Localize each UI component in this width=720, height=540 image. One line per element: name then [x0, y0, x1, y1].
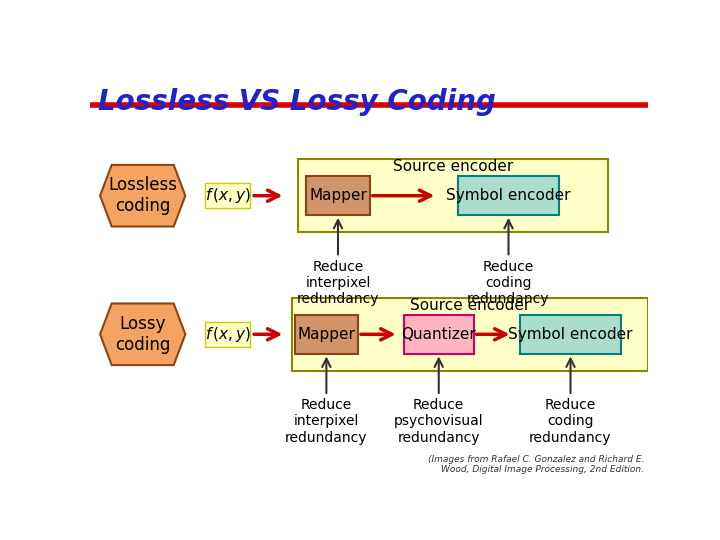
Text: $f\,(x, y)$: $f\,(x, y)$: [204, 186, 251, 205]
Text: Reduce
coding
redundancy: Reduce coding redundancy: [467, 260, 550, 306]
Text: Mapper: Mapper: [297, 327, 355, 342]
Bar: [294, 315, 358, 354]
Text: Lossless VS Lossy Coding: Lossless VS Lossy Coding: [98, 88, 495, 116]
Text: Quantizer: Quantizer: [401, 327, 476, 342]
Bar: [292, 298, 648, 371]
Bar: [205, 184, 251, 208]
Text: Reduce
psychovisual
redundancy: Reduce psychovisual redundancy: [394, 398, 484, 444]
Bar: [306, 177, 370, 215]
Text: Lossless
coding: Lossless coding: [108, 176, 177, 215]
Text: Reduce
interpixel
redundancy: Reduce interpixel redundancy: [285, 398, 368, 444]
Polygon shape: [100, 303, 185, 365]
Text: Lossy
coding: Lossy coding: [115, 315, 171, 354]
Text: Source encoder: Source encoder: [410, 298, 530, 313]
Bar: [458, 177, 559, 215]
Bar: [520, 315, 621, 354]
Text: Reduce
coding
redundancy: Reduce coding redundancy: [529, 398, 612, 444]
Text: Source encoder: Source encoder: [392, 159, 513, 174]
Text: $f\,(x, y)$: $f\,(x, y)$: [204, 325, 251, 344]
Polygon shape: [100, 165, 185, 226]
Text: Mapper: Mapper: [309, 188, 367, 203]
Text: Reduce
interpixel
redundancy: Reduce interpixel redundancy: [297, 260, 379, 306]
Bar: [297, 159, 608, 232]
Text: (Images from Rafael C. Gonzalez and Richard E.
Wood, Digital Image Processing, 2: (Images from Rafael C. Gonzalez and Rich…: [428, 455, 644, 475]
Text: Symbol encoder: Symbol encoder: [446, 188, 571, 203]
Bar: [205, 322, 251, 347]
Bar: [404, 315, 474, 354]
Text: Symbol encoder: Symbol encoder: [508, 327, 633, 342]
